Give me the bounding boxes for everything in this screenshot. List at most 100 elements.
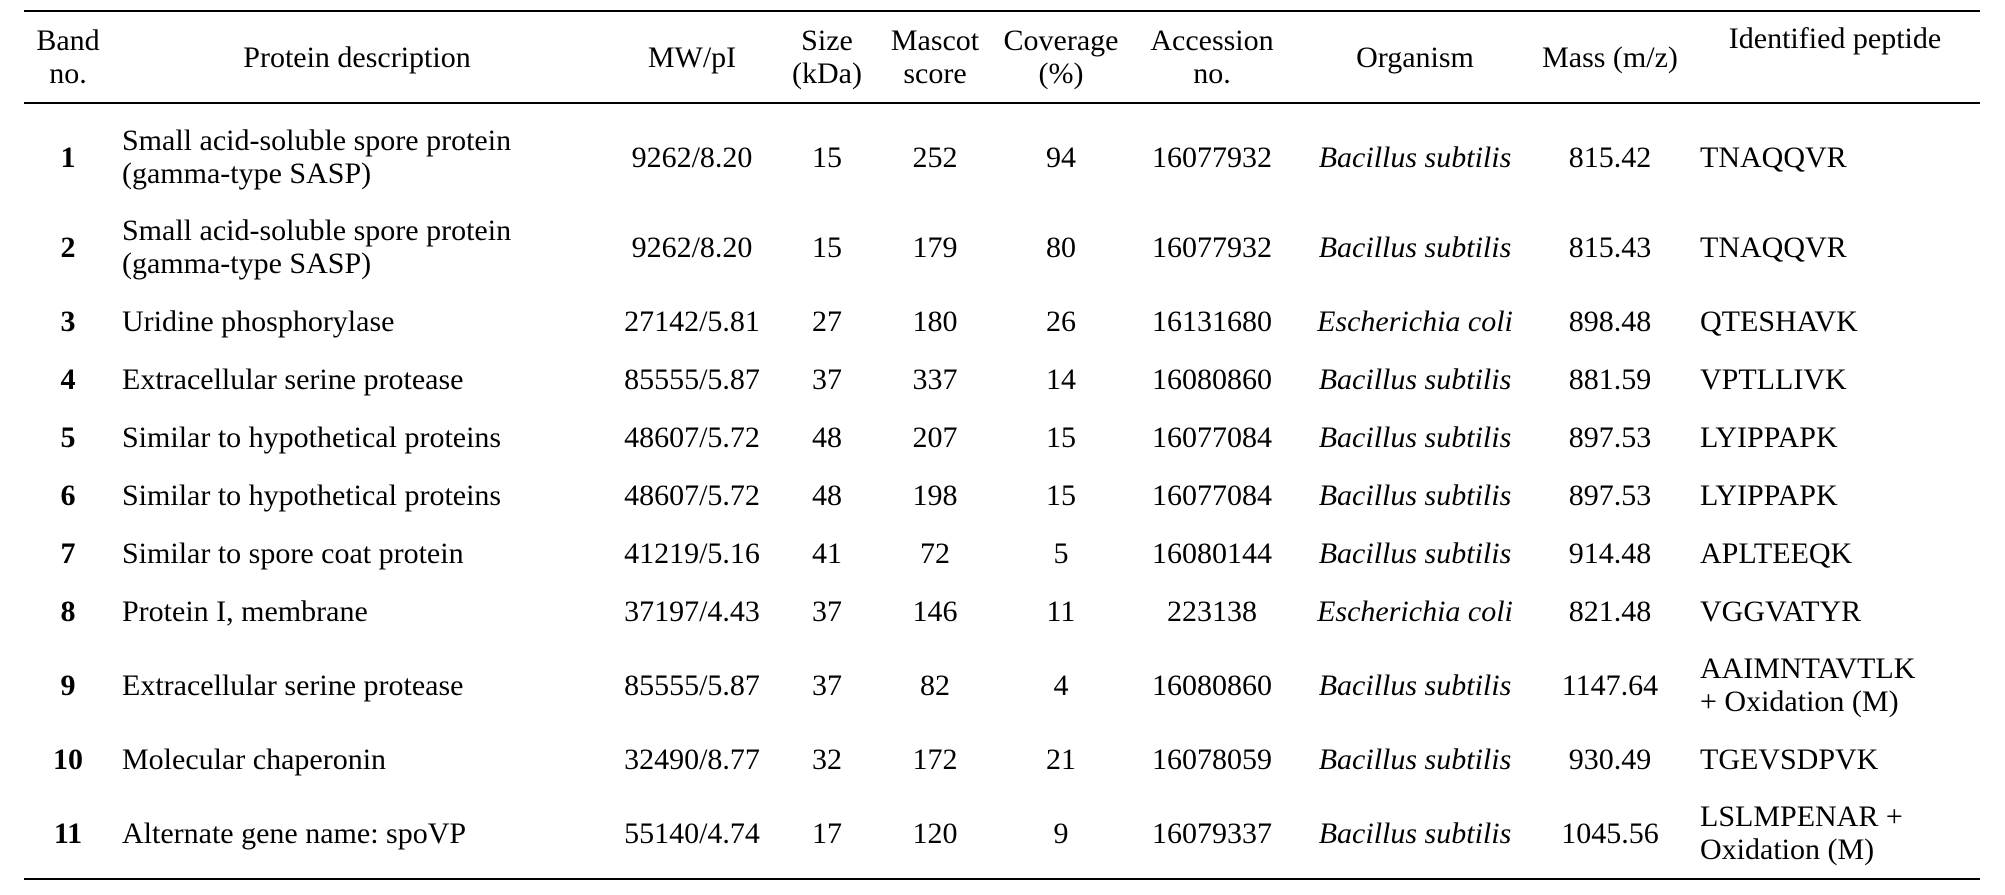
band-number-cell: 4 xyxy=(60,362,76,396)
band-number-cell: 11 xyxy=(53,816,83,850)
size-cell: 48 xyxy=(812,478,842,512)
protein-description-cell: Small acid-soluble spore protein (gamma-t… xyxy=(112,202,602,292)
coverage-cell: 15 xyxy=(1046,478,1076,512)
protein-description-cell-line: (gamma-type SASP) xyxy=(122,157,372,190)
mascot-score-cell: 72 xyxy=(920,536,950,570)
accession-cell: 223138 xyxy=(1167,594,1257,628)
band-number-cell: 10 xyxy=(53,742,83,776)
protein-description-cell-line: Similar to spore coat protein xyxy=(122,536,464,570)
identified-peptide-cell: LYIPPAPK xyxy=(1690,466,1980,524)
mass-cell: 815.42 xyxy=(1568,140,1652,174)
table-row: 7 Similar to spore coat protein 41219/5.16… xyxy=(24,524,1980,582)
organism-cell: Escherichia coli xyxy=(1317,304,1513,338)
header-line: no. xyxy=(1193,57,1231,90)
protein-description-cell-line: Molecular chaperonin xyxy=(122,742,387,776)
size-cell: 41 xyxy=(812,536,842,570)
mascot-score-cell: 172 xyxy=(912,742,958,776)
coverage-cell: 94 xyxy=(1046,140,1076,174)
protein-description-cell: Protein I, membrane xyxy=(112,582,602,640)
header-mass-mz: Mass (m/z) xyxy=(1530,11,1690,103)
band-number-cell: 1 xyxy=(60,140,76,174)
mw-pi-cell: 32490/8.77 xyxy=(624,742,760,776)
size-cell: 48 xyxy=(812,420,842,454)
protein-description-cell-line: Protein I, membrane xyxy=(122,594,368,628)
header-mw-pi: MW/pI xyxy=(602,11,782,103)
protein-identification-table: Band no. Protein description MW/pI Size (kDa)… xyxy=(24,10,1980,880)
mascot-score-cell: 207 xyxy=(912,420,958,454)
header-identified-peptide: Identified peptide xyxy=(1690,11,1980,103)
coverage-cell: 21 xyxy=(1046,742,1076,776)
table-row: 11 Alternate gene name: spoVP 55140/4.74 17… xyxy=(24,788,1980,879)
protein-description-cell-line: Extracellular serine protease xyxy=(122,668,464,702)
protein-description-cell-line: Similar to hypothetical proteins xyxy=(122,478,502,512)
table-row: 8 Protein I, membrane 37197/4.43 37 146 11 223… xyxy=(24,582,1980,640)
accession-cell: 16131680 xyxy=(1152,304,1272,338)
protein-description-cell: Extracellular serine protease xyxy=(112,350,602,408)
header-band-no: Band no. xyxy=(24,11,112,103)
protein-description-cell-line: Small acid-soluble spore protein xyxy=(122,124,512,157)
size-cell: 37 xyxy=(812,668,842,702)
accession-cell: 16078059 xyxy=(1152,742,1272,776)
band-number-cell: 8 xyxy=(60,594,76,628)
coverage-cell: 26 xyxy=(1046,304,1076,338)
header-line: Accession xyxy=(1150,24,1274,57)
organism-cell: Bacillus subtilis xyxy=(1318,536,1512,570)
organism-cell: Bacillus subtilis xyxy=(1318,478,1512,512)
identified-peptide-cell: AAIMNTAVTLK + Oxidation (M) xyxy=(1690,640,1980,730)
protein-description-cell-line: Small acid-soluble spore protein xyxy=(122,214,512,247)
identified-peptide-cell: TGEVSDPVK xyxy=(1690,730,1980,788)
mw-pi-cell: 9262/8.20 xyxy=(631,140,753,174)
organism-cell: Escherichia coli xyxy=(1317,594,1513,628)
accession-cell: 16079337 xyxy=(1152,816,1272,850)
table-row: 1 Small acid-soluble spore protein (gamma-… xyxy=(24,103,1980,202)
organism-cell: Bacillus subtilis xyxy=(1318,668,1512,702)
mass-cell: 897.53 xyxy=(1568,420,1652,454)
header-row: Band no. Protein description MW/pI Size (kDa)… xyxy=(24,11,1980,103)
identified-peptide-cell: TNAQQVR xyxy=(1690,202,1980,292)
identified-peptide-cell: LSLMPENAR + Oxidation (M) xyxy=(1690,788,1980,879)
mascot-score-cell: 180 xyxy=(912,304,958,338)
organism-cell: Bacillus subtilis xyxy=(1318,742,1512,776)
mass-cell: 914.48 xyxy=(1568,536,1652,570)
header-line: Organism xyxy=(1356,40,1474,74)
accession-cell: 16077932 xyxy=(1152,230,1272,264)
protein-description-cell: Small acid-soluble spore protein (gamma-t… xyxy=(112,103,602,202)
mascot-score-cell: 120 xyxy=(912,816,958,850)
table-row: 6 Similar to hypothetical proteins 48607/5… xyxy=(24,466,1980,524)
band-number-cell: 3 xyxy=(60,304,76,338)
size-cell: 17 xyxy=(812,816,842,850)
band-number-cell: 7 xyxy=(60,536,76,570)
identified-peptide-cell-line: LSLMPENAR + xyxy=(1700,800,1903,833)
identified-peptide-cell-line: LYIPPAPK xyxy=(1700,420,1838,454)
size-cell: 37 xyxy=(812,594,842,628)
organism-cell: Bacillus subtilis xyxy=(1318,420,1512,454)
mass-cell: 821.48 xyxy=(1568,594,1652,628)
coverage-cell: 9 xyxy=(1053,816,1069,850)
band-number-cell: 5 xyxy=(60,420,76,454)
header-size-kda: Size (kDa) xyxy=(782,11,872,103)
band-number-cell: 9 xyxy=(60,668,76,702)
band-number-cell: 2 xyxy=(60,230,76,264)
mw-pi-cell: 85555/5.87 xyxy=(624,668,760,702)
header-accession-no: Accession no. xyxy=(1124,11,1300,103)
mass-cell: 930.49 xyxy=(1568,742,1652,776)
identified-peptide-cell-line: + Oxidation (M) xyxy=(1700,685,1899,718)
identified-peptide-cell-line: VPTLLIVK xyxy=(1700,362,1847,396)
header-line: Band xyxy=(36,24,100,57)
header-line: Protein description xyxy=(243,40,471,74)
table-row: 9 Extracellular serine protease 85555/5.87… xyxy=(24,640,1980,730)
mass-cell: 815.43 xyxy=(1568,230,1652,264)
mascot-score-cell: 198 xyxy=(912,478,958,512)
header-line: Mascot xyxy=(890,24,980,57)
mass-cell: 881.59 xyxy=(1568,362,1652,396)
header-protein-description: Protein description xyxy=(112,11,602,103)
accession-cell: 16077932 xyxy=(1152,140,1272,174)
protein-description-cell-line: Similar to hypothetical proteins xyxy=(122,420,502,454)
header-line: no. xyxy=(49,57,87,90)
protein-description-cell: Similar to spore coat protein xyxy=(112,524,602,582)
table-row: 3 Uridine phosphorylase 27142/5.81 27 180 26 1… xyxy=(24,292,1980,350)
protein-description-cell: Similar to hypothetical proteins xyxy=(112,466,602,524)
identified-peptide-cell-line: VGGVATYR xyxy=(1700,594,1862,628)
organism-cell: Bacillus subtilis xyxy=(1318,140,1512,174)
mascot-score-cell: 146 xyxy=(912,594,958,628)
